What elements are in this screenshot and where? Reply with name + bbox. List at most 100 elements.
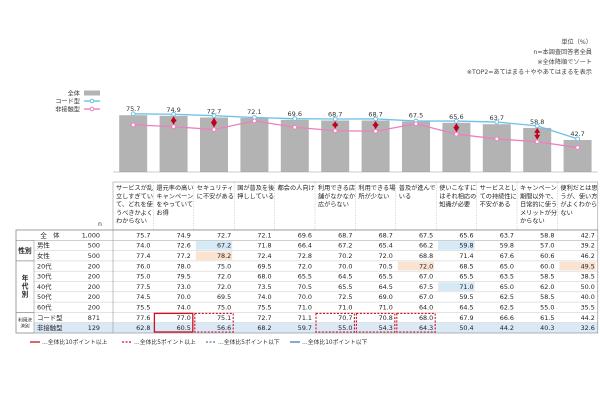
- series-point-1-4: [292, 116, 298, 122]
- note-n: n=本調査回答者全員: [533, 49, 592, 56]
- bar-label-4: 69.6: [288, 110, 302, 118]
- gap-arrow-head-down-1: [170, 119, 177, 125]
- table-row-label: 女性: [37, 251, 50, 260]
- table-cell: 70.7: [338, 314, 352, 322]
- series-point-1-6: [373, 116, 379, 122]
- table-cell: 72.0: [217, 283, 231, 291]
- table-header-n: 1,000: [82, 231, 100, 239]
- bar-label-5: 68.7: [328, 110, 342, 118]
- table-cell: 70.0: [338, 262, 352, 270]
- table-cell: 71.0: [459, 283, 473, 291]
- legend-swatch-dot-1: [89, 98, 95, 104]
- table-row-n: 200: [88, 283, 100, 291]
- table-header-cell-7: 67.5: [419, 231, 433, 239]
- table-header-cell-10: 58.8: [540, 231, 554, 239]
- table-cell: 74.0: [257, 293, 271, 301]
- table-cell: 50.0: [581, 283, 595, 291]
- table-cell: 77.5: [136, 283, 150, 291]
- table-cell: 62.5: [500, 304, 514, 312]
- bar-label-3: 72.1: [247, 108, 261, 116]
- highlight-orange-3: [559, 261, 596, 271]
- note-top2: ※TOP2=あてはまる＋ややあてはまるを表示: [466, 69, 592, 76]
- table-cell: 65.5: [459, 273, 473, 281]
- table-row-label: 男性: [37, 241, 50, 250]
- table-cell: 70.5: [298, 283, 312, 291]
- series-line-1: [133, 113, 578, 140]
- table-cell: 32.6: [581, 324, 595, 332]
- table-header-cell-6: 68.7: [379, 231, 393, 239]
- series-point-1-0: [130, 111, 136, 117]
- table-cell: 77.2: [177, 252, 191, 260]
- table-cell: 59.8: [500, 242, 514, 250]
- legend-swatch-0: [84, 90, 100, 96]
- bar-label-8: 65.6: [449, 113, 463, 121]
- table-row-label: 50代: [37, 292, 52, 301]
- table-cell: 72.8: [298, 252, 312, 260]
- table-cell: 71.4: [459, 252, 473, 260]
- table-cell: 67.0: [419, 273, 433, 281]
- table-cell: 46.2: [581, 252, 595, 260]
- table-row-label: コード型: [37, 313, 63, 322]
- highlight-orange-4: [397, 261, 435, 271]
- category-label-9: サービスとしての持続性に不安がある: [480, 184, 517, 209]
- series-point-2-3: [252, 118, 257, 124]
- table-header-cell-2: 72.7: [217, 231, 231, 239]
- table-group-label-0: 性別: [18, 246, 32, 255]
- table-cell: 77.4: [136, 252, 150, 260]
- table-row-n: 200: [88, 262, 100, 270]
- table-cell: 68.8: [419, 252, 433, 260]
- table-cell: 63.5: [500, 273, 514, 281]
- series-point-2-6: [373, 128, 379, 134]
- footer-legend-label-0: …全体比10ポイント以上: [42, 338, 108, 346]
- table-cell: 62.5: [500, 293, 514, 301]
- table-cell: 54.3: [379, 324, 393, 332]
- highlight-blue-2: [195, 241, 233, 250]
- category-label-3: 国が普及を後押ししている: [237, 184, 275, 200]
- table-cell: 75.5: [257, 304, 271, 312]
- table-row-n: 871: [88, 314, 100, 322]
- table-cell: 75.0: [136, 273, 150, 281]
- table-cell: 71.8: [257, 242, 271, 250]
- series-point-1-2: [211, 113, 217, 119]
- table-header-cell-9: 63.7: [500, 231, 514, 239]
- footer-legend-label-3: …全体比10ポイント以下: [302, 338, 368, 346]
- table-cell: 68.5: [459, 262, 473, 270]
- table-row-label: 60代: [37, 303, 52, 312]
- table-cell: 62.0: [540, 283, 554, 291]
- table-header-cell-3: 72.1: [257, 231, 271, 239]
- highlight-red-dash-7: [194, 312, 234, 333]
- gap-arrow-head-down-10: [534, 134, 541, 140]
- table-cell: 73.5: [257, 283, 271, 291]
- table-cell: 61.5: [540, 314, 554, 322]
- table-cell: 67.6: [500, 252, 514, 260]
- legend-swatch-dot-2: [89, 106, 95, 112]
- category-label-7: 普及が進んでいる: [399, 184, 436, 200]
- table-row-label: 20代: [37, 261, 52, 270]
- category-label-10: キャンペーン期間以外で、日常的に使うメリットが分からない: [520, 185, 557, 225]
- table-header-cell-4: 69.6: [298, 231, 312, 239]
- highlight-blue-5: [438, 282, 475, 291]
- table-cell: 68.2: [257, 324, 271, 332]
- series-point-1-5: [332, 116, 338, 122]
- series-point-2-10: [534, 139, 540, 145]
- category-label-8: 使いこなすにはそれ相応の知識が必要: [439, 184, 476, 209]
- gap-arrow-head-down-5: [332, 123, 339, 129]
- bar-label-0: 75.7: [126, 105, 140, 113]
- highlight-red-dash-9: [355, 312, 396, 333]
- gap-arrow-head-up-8: [453, 123, 460, 129]
- table-cell: 55.0: [338, 324, 352, 332]
- table-cell: 38.5: [581, 273, 595, 281]
- table-cell: 67.9: [459, 314, 473, 322]
- table-cell: 39.2: [581, 242, 595, 250]
- table-cell: 70.5: [379, 262, 393, 270]
- table-cell: 72.4: [257, 252, 271, 260]
- table-cell: 78.2: [217, 252, 231, 260]
- bar-label-1: 74.9: [166, 106, 180, 114]
- series-point-1-1: [171, 111, 177, 117]
- highlight-red-box-6: [153, 312, 194, 333]
- table-group-label-1: 年代別: [21, 274, 29, 299]
- table-cell: 40.0: [581, 293, 595, 301]
- gap-arrow-head-up-2: [211, 117, 217, 123]
- note-unit: 単位（%）: [561, 39, 592, 46]
